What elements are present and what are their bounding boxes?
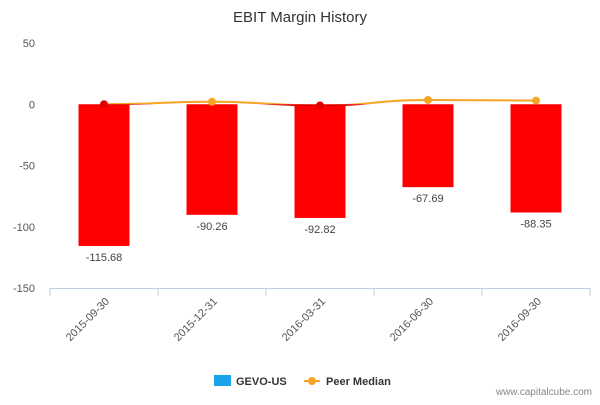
bar-data-label: -90.26	[196, 221, 227, 233]
credit-text[interactable]: www.capitalcube.com	[495, 387, 592, 398]
y-tick-label: -100	[13, 222, 35, 234]
y-tick-label: 50	[23, 38, 35, 50]
peer-median-point[interactable]	[424, 95, 432, 104]
peer-median-line-group	[100, 95, 540, 110]
bar-data-label: -67.69	[412, 193, 443, 205]
x-tick-label: 2016-09-30	[496, 296, 544, 344]
legend-swatch-gevo[interactable]	[214, 375, 231, 386]
y-tick-label: -150	[13, 283, 35, 295]
bar-gevo[interactable]	[294, 104, 346, 218]
bar-gevo[interactable]	[78, 104, 130, 246]
bar-gevo[interactable]	[510, 104, 562, 213]
legend-marker-peer-median[interactable]	[308, 377, 316, 385]
bar-gevo[interactable]	[186, 104, 238, 215]
peer-median-line[interactable]	[103, 98, 537, 106]
x-tick-label: 2016-06-30	[388, 296, 436, 344]
peer-median-point[interactable]	[208, 97, 216, 106]
peer-median-point[interactable]	[532, 96, 540, 105]
data-labels-group: -115.68 -90.26 -92.82 -67.69 -88.35	[86, 193, 552, 264]
chart-title: EBIT Margin History	[233, 9, 367, 26]
x-tick-label: 2015-12-31	[172, 296, 220, 344]
bar-data-label: -92.82	[304, 224, 335, 236]
bar-data-label: -88.35	[520, 218, 551, 230]
peer-median-point[interactable]	[316, 101, 324, 110]
bar-data-label: -115.68	[86, 252, 123, 264]
bar-gevo[interactable]	[402, 104, 454, 188]
legend: GEVO-US Peer Median	[214, 375, 391, 388]
x-tick-label: 2016-03-31	[280, 296, 328, 344]
legend-label-peer-median[interactable]: Peer Median	[326, 376, 391, 388]
x-tick-label: 2015-09-30	[64, 296, 112, 344]
peer-median-point[interactable]	[100, 100, 108, 109]
y-tick-label: 0	[29, 99, 35, 111]
bars-group	[78, 104, 562, 246]
legend-label-gevo[interactable]: GEVO-US	[236, 376, 287, 388]
y-tick-label: -50	[19, 161, 35, 173]
